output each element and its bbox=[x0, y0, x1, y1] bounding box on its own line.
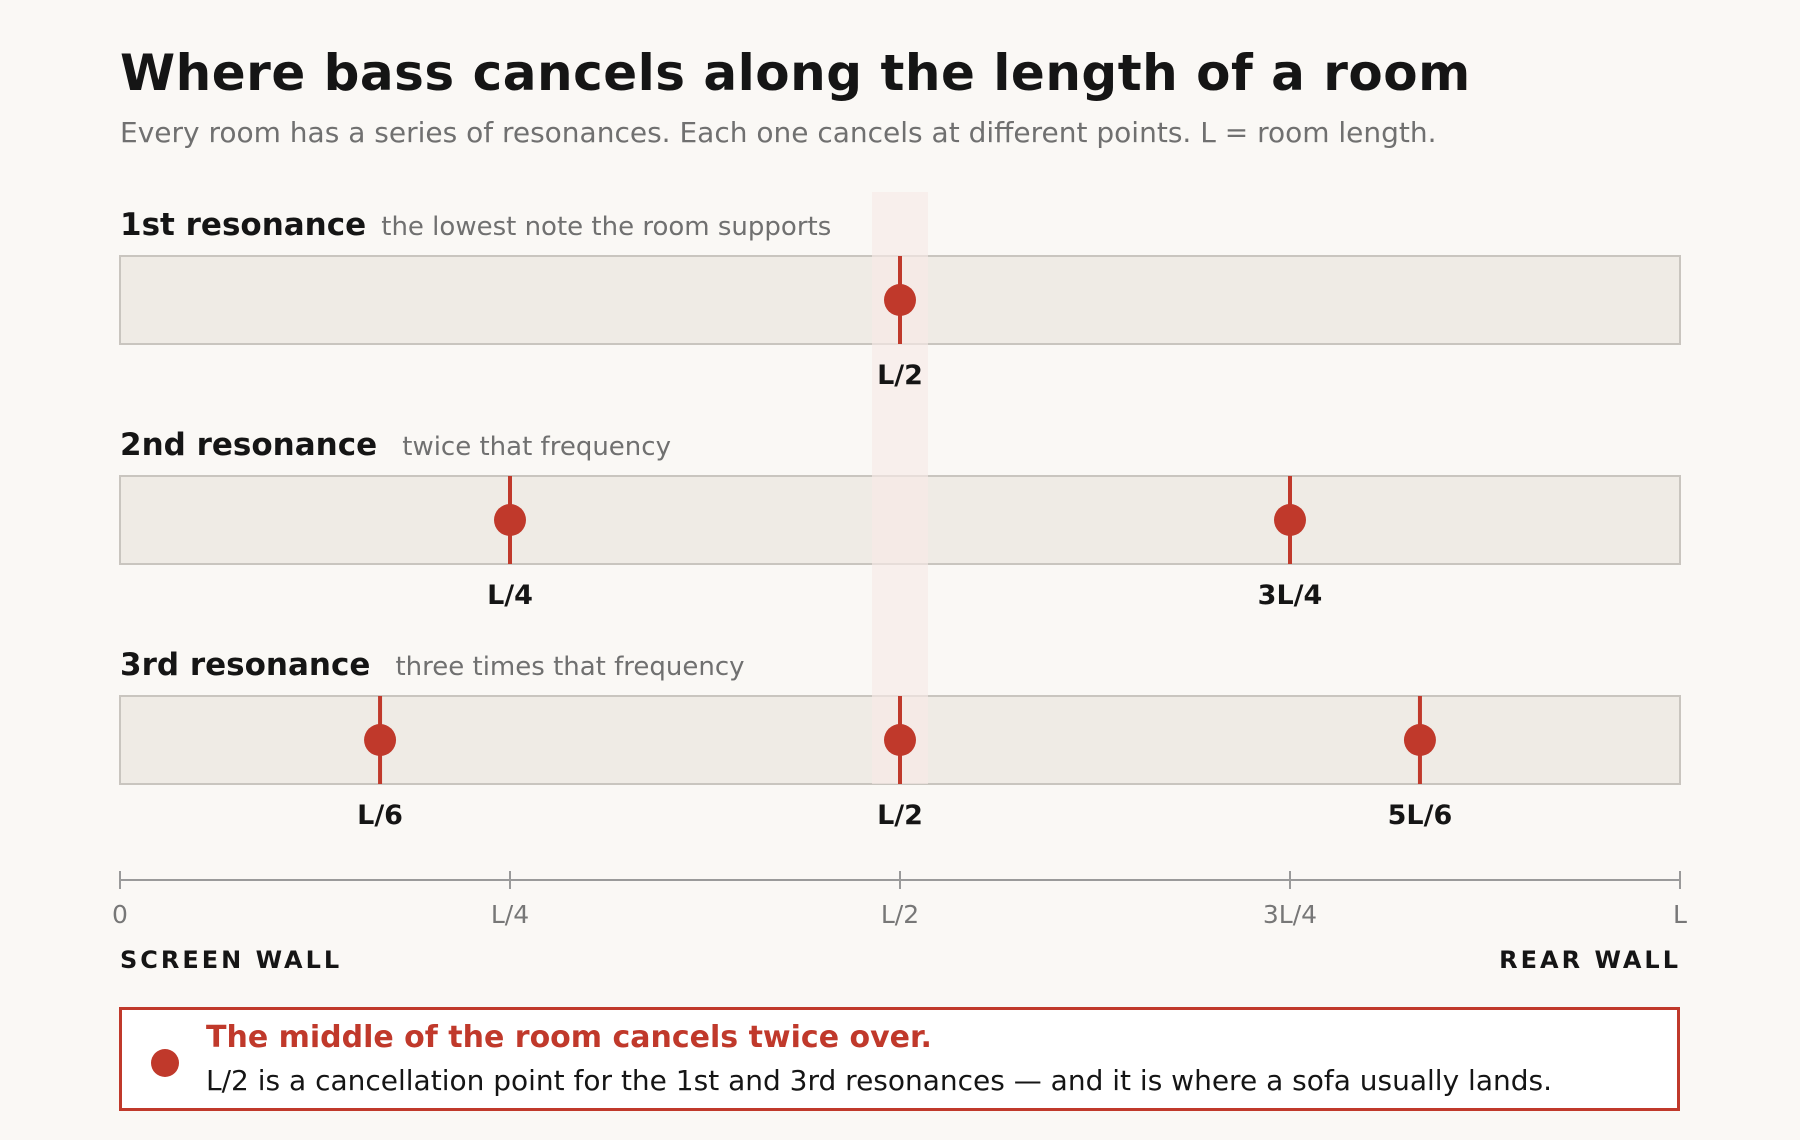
axis-tick-label: L/4 bbox=[491, 900, 529, 929]
diagram-subtitle: Every room has a series of resonances. E… bbox=[120, 116, 1437, 149]
resonance-1-null-dot bbox=[884, 284, 916, 316]
room-length-diagram: L/2 L/4 3L/4 L/6 L/2 5L/6 0 L/4 L/2 3L/4 L bbox=[112, 255, 1688, 929]
callout-box: The middle of the room cancels twice ove… bbox=[119, 1007, 1680, 1111]
resonance-2-name: 2nd resonance bbox=[120, 427, 378, 463]
resonance-3-null-dot bbox=[364, 724, 397, 756]
axis-tick-label: 0 bbox=[112, 900, 128, 929]
rear-wall-label: REAR WALL bbox=[1499, 946, 1681, 974]
diagram-title: Where bass cancels along the length of a… bbox=[120, 44, 1471, 102]
resonance-3-null-label: 5L/6 bbox=[1388, 800, 1453, 831]
resonance-3-null-label: L/2 bbox=[877, 800, 923, 831]
resonance-3-name: 3rd resonance bbox=[120, 647, 371, 683]
resonance-3-null-dot bbox=[884, 724, 916, 756]
resonance-2-label: 2nd resonance twice that frequency bbox=[120, 425, 671, 465]
resonance-1-name: 1st resonance bbox=[120, 207, 367, 243]
callout-dot-icon bbox=[151, 1049, 179, 1077]
resonance-1-description: the lowest note the room supports bbox=[381, 212, 832, 242]
resonance-2-description: twice that frequency bbox=[402, 432, 671, 462]
resonance-1-label: 1st resonance the lowest note the room s… bbox=[120, 205, 831, 245]
resonance-3-description: three times that frequency bbox=[395, 652, 745, 682]
screen-wall-label: SCREEN WALL bbox=[120, 946, 343, 974]
axis-tick-label: L bbox=[1673, 900, 1687, 929]
resonance-3-null-label: L/6 bbox=[357, 800, 403, 831]
resonance-3-label: 3rd resonance three times that frequency bbox=[120, 645, 745, 685]
resonance-2-null-dot bbox=[1274, 504, 1306, 536]
callout-body: L/2 is a cancellation point for the 1st … bbox=[206, 1064, 1552, 1097]
resonance-3-null-dot bbox=[1403, 724, 1436, 756]
resonance-2-null-label: 3L/4 bbox=[1258, 580, 1323, 611]
axis-tick-label: 3L/4 bbox=[1263, 900, 1317, 929]
resonance-2-null-dot bbox=[494, 504, 526, 536]
callout-headline: The middle of the room cancels twice ove… bbox=[206, 1020, 932, 1055]
axis-tick-label: L/2 bbox=[881, 900, 919, 929]
resonance-2-null-label: L/4 bbox=[487, 580, 533, 611]
resonance-1-null-label: L/2 bbox=[877, 360, 923, 391]
